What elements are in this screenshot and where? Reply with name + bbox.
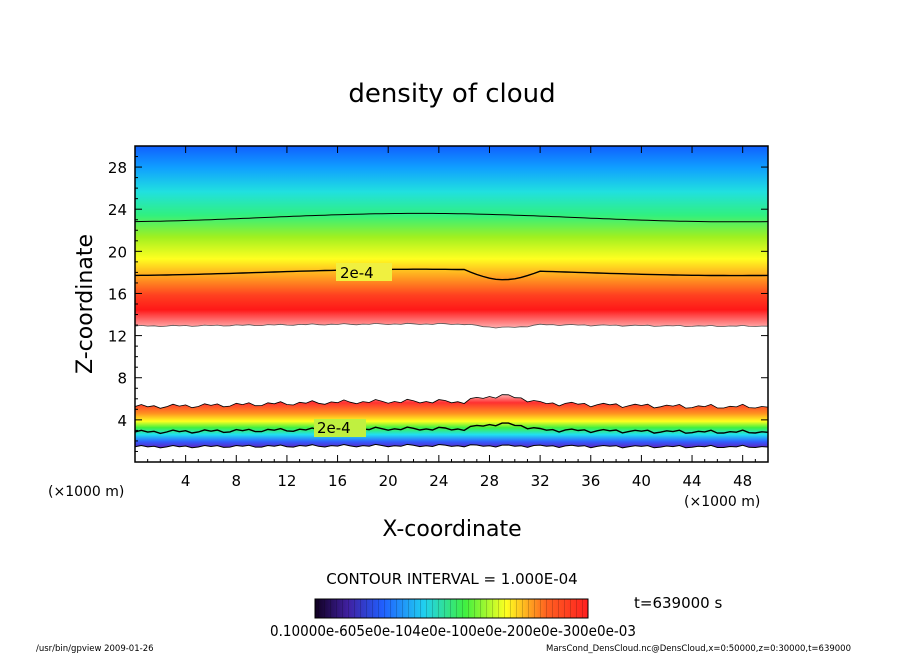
- x-axis-label: X-coordinate: [382, 517, 521, 542]
- x-axis-unit: (×1000 m): [684, 494, 760, 510]
- contour-label-upper: 2e-4: [340, 264, 374, 282]
- x-tick-label: 24: [429, 472, 448, 490]
- x-axis-ticks: 4 8 12 16 20 24 28 32 36 40 44 48: [147, 146, 756, 490]
- x-tick-label: 28: [480, 472, 499, 490]
- footer-right: MarsCond_DensCloud.nc@DensCloud,x=0:5000…: [546, 644, 851, 654]
- x-tick-label: 8: [232, 472, 242, 490]
- y-axis-ticks: 4 8 12 16 20 24 28: [108, 156, 768, 452]
- x-tick-label: 16: [328, 472, 347, 490]
- plot-area: 2e-4 2e-4: [135, 146, 768, 462]
- chart-title: density of cloud: [348, 79, 555, 109]
- contour-lower-top: [135, 394, 768, 409]
- colorbar-labels: 0.10000e-605e0e-104e0e-100e0e-200e0e-300…: [270, 622, 636, 640]
- y-tick-label: 20: [108, 243, 127, 261]
- time-label: t=639000 s: [634, 594, 722, 612]
- y-tick-label: 16: [108, 285, 127, 303]
- contour-lower-bottom: [135, 443, 768, 449]
- x-tick-label: 44: [682, 472, 701, 490]
- contour-interval: CONTOUR INTERVAL = 1.000E-04: [326, 570, 577, 588]
- x-tick-label: 32: [531, 472, 550, 490]
- x-tick-label: 48: [733, 472, 752, 490]
- contour-label-bg-upper: [336, 263, 392, 281]
- y-tick-label: 4: [117, 412, 127, 430]
- y-tick-label: 8: [117, 370, 127, 388]
- contour-upper-bottom: [135, 322, 768, 329]
- contour-label-bg-lower: [314, 419, 366, 437]
- y-tick-label: 28: [108, 159, 127, 177]
- lower-cloud-layer: [135, 394, 768, 448]
- y-tick-label: 24: [108, 201, 127, 219]
- contour-lower-2e4: [135, 422, 768, 435]
- contour-upper-outer: [135, 212, 768, 223]
- x-tick-label: 40: [632, 472, 651, 490]
- y-axis-unit: (×1000 m): [48, 484, 124, 500]
- colorbar-ticks: [315, 599, 588, 618]
- x-tick-label: 12: [277, 472, 296, 490]
- contour-upper-2e4: [135, 268, 768, 281]
- x-tick-label: 20: [379, 472, 398, 490]
- x-tick-label: 4: [181, 472, 191, 490]
- x-tick-label: 36: [581, 472, 600, 490]
- upper-cloud-layer: [135, 146, 768, 328]
- y-axis-label: Z-coordinate: [73, 234, 98, 374]
- y-tick-label: 12: [108, 328, 127, 346]
- footer-left: /usr/bin/gpview 2009-01-26: [36, 644, 154, 654]
- contour-label-lower: 2e-4: [317, 419, 351, 437]
